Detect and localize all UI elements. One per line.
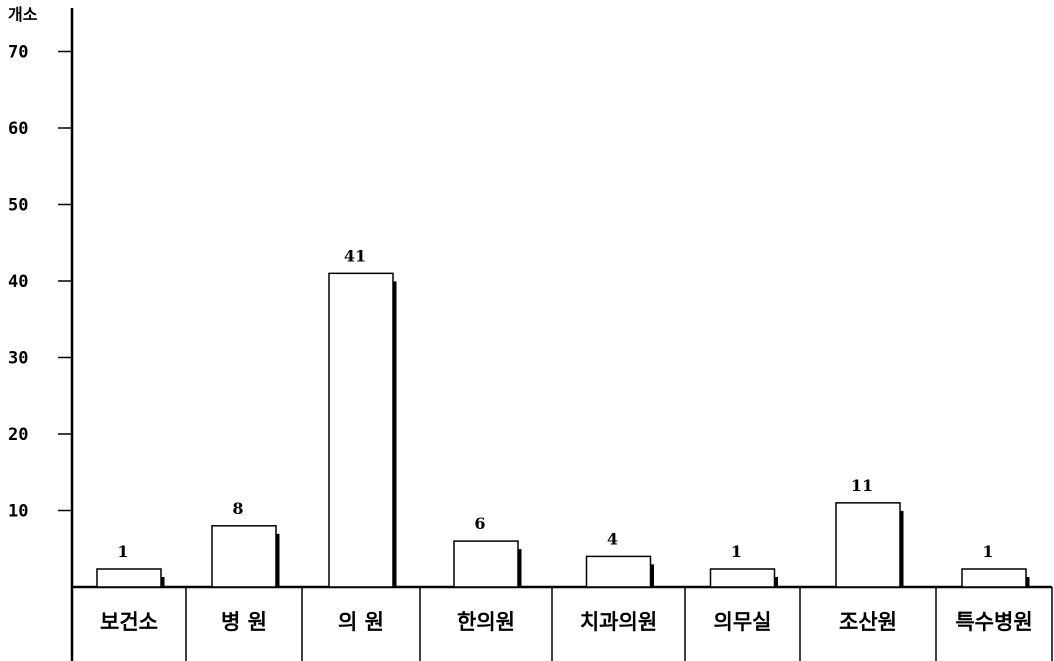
bar-4 bbox=[585, 555, 652, 588]
value-label-4: 4 bbox=[607, 529, 618, 548]
bar-0 bbox=[96, 568, 162, 588]
y-tick-label-30: 30 bbox=[8, 349, 28, 369]
y-tick-label-20: 20 bbox=[8, 425, 28, 445]
value-label-1: 8 bbox=[232, 499, 243, 518]
value-label-5: 1 bbox=[731, 542, 742, 561]
bar-6 bbox=[835, 502, 901, 588]
value-label-7: 1 bbox=[982, 542, 993, 561]
bars bbox=[96, 272, 1030, 588]
category-label-2: 의 원 bbox=[338, 609, 384, 634]
y-tick-label-10: 10 bbox=[8, 502, 28, 522]
value-label-3: 6 bbox=[474, 514, 485, 533]
bar-7 bbox=[961, 568, 1027, 588]
category-label-7: 특수병원 bbox=[955, 609, 1032, 634]
category-label-6: 조산원 bbox=[839, 609, 897, 634]
value-label-6: 11 bbox=[851, 476, 873, 495]
y-tick-label-60: 60 bbox=[8, 119, 28, 139]
y-tick-label-40: 40 bbox=[8, 272, 28, 292]
bar-1 bbox=[211, 525, 277, 588]
bar-5 bbox=[709, 568, 776, 588]
value-label-2: 41 bbox=[344, 246, 366, 265]
category-label-0: 보건소 bbox=[100, 609, 158, 634]
value-label-0: 1 bbox=[117, 542, 128, 561]
category-label-1: 병 원 bbox=[221, 609, 267, 634]
y-tick-label-70: 70 bbox=[8, 43, 28, 63]
bar-2 bbox=[328, 272, 394, 588]
y-unit-label: 개소 bbox=[8, 5, 38, 24]
category-label-5: 의무실 bbox=[714, 609, 772, 634]
category-label-4: 치과의원 bbox=[580, 609, 657, 634]
labels: 개소 10 20 30 40 50 60 70 1 보건소 8 병 원 41 의 원 6 한의원 4 치과의원 1 의… bbox=[8, 5, 1033, 634]
y-tick-label-50: 50 bbox=[8, 196, 28, 216]
category-label-3: 한의원 bbox=[457, 609, 515, 634]
bar-3 bbox=[453, 540, 519, 588]
